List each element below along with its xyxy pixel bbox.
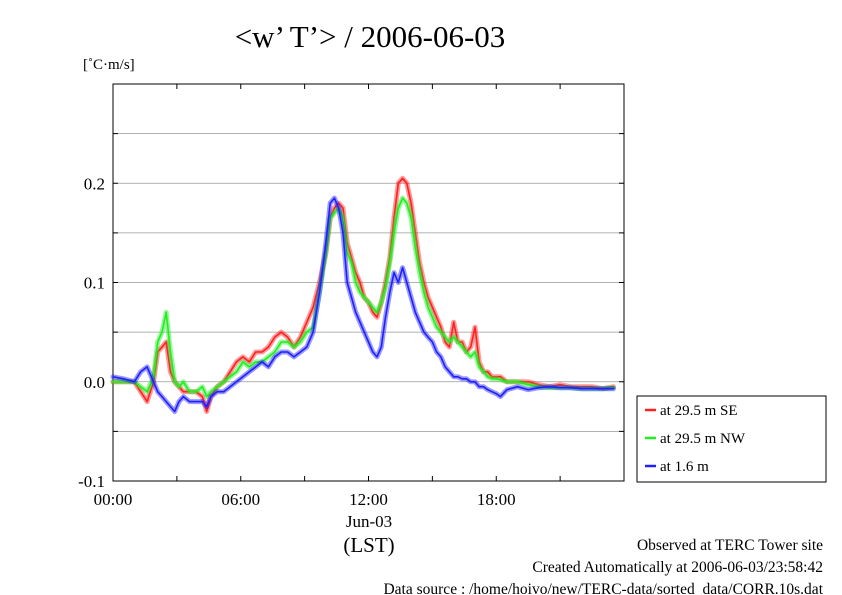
legend-box [636, 395, 827, 483]
legend-item: at 29.5 m NW [645, 431, 746, 447]
x-tick-label: 00:00 [94, 490, 133, 509]
legend-item: at 1.6 m [645, 459, 709, 475]
y-tick-label: 0.2 [84, 174, 105, 193]
x-axis-date-label: Jun-03 [346, 512, 392, 531]
series-2 [110, 195, 616, 400]
axis-ticks: -0.1 0.0 0.1 0.2 00:00 06:00 12:00 18:00 [78, 83, 625, 509]
chart-title: <w’ T’> / 2006-06-03 [235, 19, 506, 54]
series-line [112, 197, 615, 413]
series-lines [110, 175, 616, 414]
legend-label: at 29.5 m NW [660, 431, 746, 447]
series-line-halo [110, 195, 616, 414]
x-axis-label: (LST) [343, 533, 394, 557]
y-tick-label: 0.0 [84, 373, 105, 392]
series-3 [110, 195, 616, 414]
legend-item: at 29.5 m SE [645, 403, 738, 419]
footer-created: Created Automatically at 2006-06-03/23:5… [532, 559, 823, 576]
series-1 [110, 175, 616, 414]
y-axis-unit: [˚C·m/s] [83, 57, 135, 73]
series-line [112, 177, 615, 413]
legend-label: at 1.6 m [660, 459, 709, 475]
y-tick-label: -0.1 [78, 472, 105, 491]
y-tick-label: 0.1 [84, 274, 105, 293]
footer-site: Observed at TERC Tower site [637, 537, 823, 554]
legend-label: at 29.5 m SE [660, 403, 738, 419]
footer-source: Data source : /home/hoivo/new/TERC-data/… [383, 581, 823, 595]
x-tick-label: 12:00 [349, 490, 388, 509]
grid [113, 133, 624, 432]
series-line [112, 197, 615, 398]
x-tick-label: 06:00 [221, 490, 260, 509]
legend: at 29.5 m SE at 29.5 m NW at 1.6 m [636, 395, 827, 483]
x-tick-label: 18:00 [477, 490, 516, 509]
